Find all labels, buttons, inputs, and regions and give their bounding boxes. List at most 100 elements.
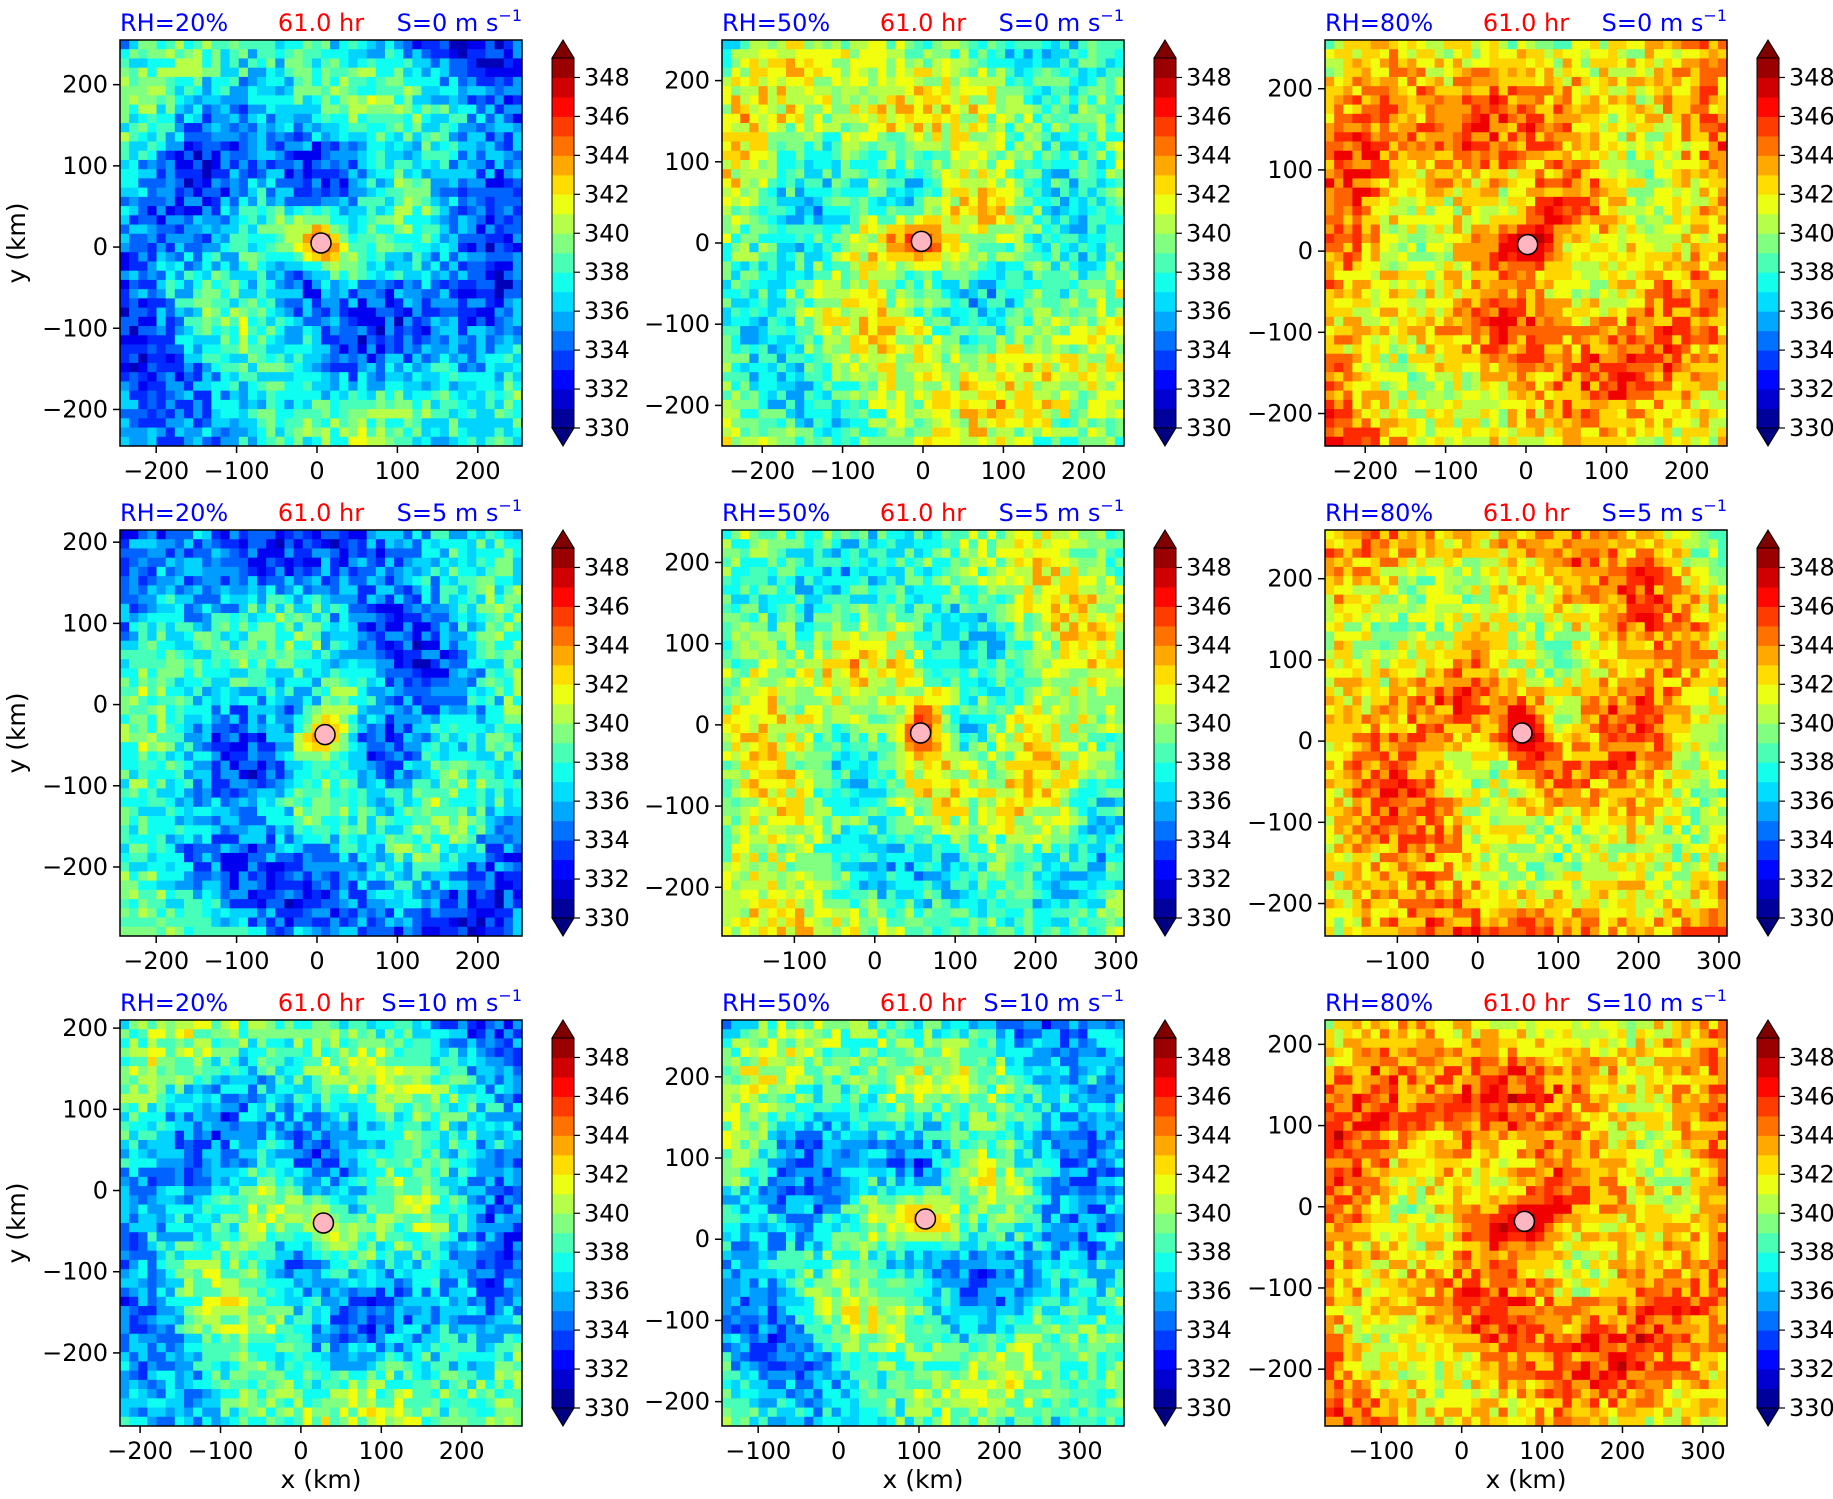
heatmap-cell [202,49,212,60]
heatmap-cell [1507,132,1518,143]
heatmap-cell [412,95,423,106]
heatmap-cell [731,270,741,281]
heatmap-cell [904,49,915,60]
heatmap-cell [467,353,477,364]
heatmap-cell [129,326,139,336]
heatmap-cell [266,381,276,392]
heatmap-cell [1443,344,1454,355]
heatmap-cell [1005,67,1015,78]
heatmap-cell [384,390,395,401]
heatmap-cell [822,58,833,69]
heatmap-cell [220,335,231,346]
heatmap-cell [1379,261,1390,272]
heatmap-cell [156,150,167,161]
heatmap-cell [147,372,158,383]
heatmap-cell [1096,270,1107,281]
heatmap-cell [1407,224,1417,235]
heatmap-cell [977,159,988,170]
y-tick-label: 0 [93,233,108,261]
heatmap-cell [950,123,961,133]
heatmap-cell [1443,224,1454,235]
heatmap-cell [384,159,395,170]
heatmap-cell [284,40,295,50]
heatmap-cell [941,224,952,235]
heatmap-cell [1370,362,1381,373]
heatmap-cell [1398,40,1408,50]
heatmap-cell [1334,298,1344,309]
heatmap-cell [959,113,970,124]
heatmap-cell [932,178,942,189]
heatmap-cell [868,344,878,355]
heatmap-cell [403,307,413,318]
heatmap-cell [1114,353,1124,364]
heatmap-cell [339,409,350,419]
heatmap-cell [394,289,404,299]
heatmap-cell [767,307,778,318]
heatmap-cell [886,104,897,115]
heatmap-cell [247,298,258,309]
heatmap-cell [430,113,441,124]
heatmap-cell [813,49,824,60]
colorbar-tick-label: 332 [584,375,630,403]
heatmap-cell [1434,196,1445,207]
heatmap-cell [1005,289,1015,299]
heatmap-cell [758,390,769,401]
heatmap-cell [220,353,231,364]
heatmap-cell [1480,178,1491,189]
heatmap-cell [877,261,888,272]
heatmap-cell [840,436,851,446]
heatmap-cell [467,344,477,355]
heatmap-cell [366,132,377,143]
heatmap-cell [1078,362,1089,373]
heatmap-cell [339,362,350,373]
heatmap-cell [1334,132,1344,143]
heatmap-cell [1343,196,1354,207]
heatmap-cell [1452,67,1463,78]
heatmap-cell [120,187,130,198]
heatmap-cell [950,206,961,216]
heatmap-cell [795,298,805,309]
heatmap-cell [1416,436,1427,446]
heatmap-cell [1005,399,1015,410]
heatmap-cell [932,132,942,143]
heatmap-cell [758,307,769,318]
heatmap-cell [977,178,988,189]
heatmap-cell [1050,196,1061,207]
heatmap-cell [813,123,824,133]
heatmap-cell [1407,196,1417,207]
heatmap-cell [831,178,842,189]
heatmap-cell [749,353,760,364]
heatmap-cell [868,326,878,336]
heatmap-field [120,40,522,446]
heatmap-cell [1516,344,1527,355]
heatmap-cell [494,252,505,263]
heatmap-cell [1060,409,1070,419]
heatmap-cell [193,58,203,69]
heatmap-cell [849,261,860,272]
heatmap-cell [1388,427,1399,438]
heatmap-cell [202,353,212,364]
heatmap-cell [722,40,732,50]
heatmap-cell [840,335,851,346]
heatmap-cell [430,243,441,253]
heatmap-cell [1452,58,1463,69]
heatmap-cell [1516,390,1527,401]
heatmap-cell [366,233,377,244]
heatmap-cell [1041,150,1052,161]
heatmap-cell [996,67,1006,78]
heatmap-cell [1471,270,1481,281]
heatmap-cell [1023,307,1034,318]
heatmap-cell [840,261,851,272]
heatmap-cell [211,76,222,87]
heatmap-cell [1032,252,1043,263]
heatmap-cell [512,362,522,373]
heatmap-cell [366,104,377,115]
heatmap-cell [421,206,432,216]
heatmap-cell [1087,86,1098,96]
heatmap-cell [448,316,459,327]
heatmap-cell [868,289,878,299]
heatmap-cell [458,261,468,272]
heatmap-cell [1416,289,1427,299]
heatmap-cell [1023,169,1034,180]
heatmap-cell [1005,150,1015,161]
